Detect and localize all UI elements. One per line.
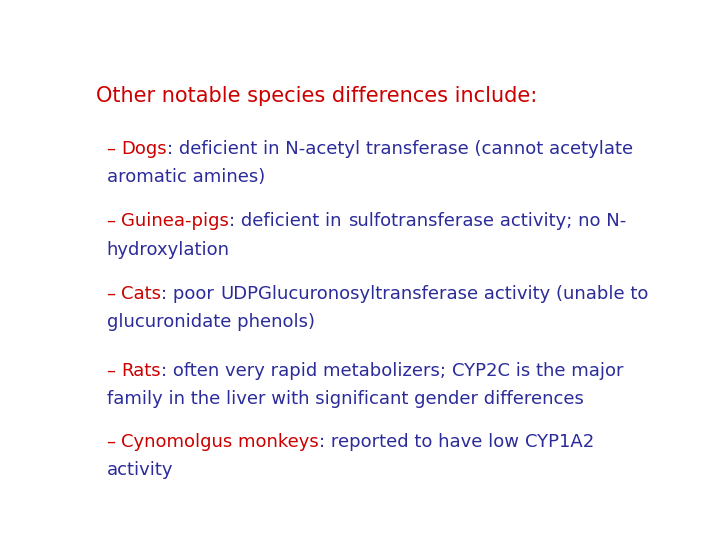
Text: aromatic amines): aromatic amines): [107, 168, 265, 186]
Text: : often very rapid metabolizers;: : often very rapid metabolizers;: [161, 362, 452, 380]
Text: activity (unable to: activity (unable to: [478, 285, 649, 303]
Text: CYP2C: CYP2C: [452, 362, 510, 380]
Text: : poor: : poor: [161, 285, 220, 303]
Text: is the major: is the major: [510, 362, 624, 380]
Text: activity: activity: [107, 461, 174, 479]
Text: –: –: [107, 212, 122, 231]
Text: family in the liver with significant gender differences: family in the liver with significant gen…: [107, 390, 584, 408]
Text: –: –: [107, 433, 122, 451]
Text: glucuronidate phenols): glucuronidate phenols): [107, 313, 315, 332]
Text: CYP1A2: CYP1A2: [525, 433, 594, 451]
Text: : reported to have low: : reported to have low: [319, 433, 525, 451]
Text: Guinea-pigs: Guinea-pigs: [122, 212, 230, 231]
Text: Dogs: Dogs: [122, 140, 167, 158]
Text: hydroxylation: hydroxylation: [107, 241, 230, 259]
Text: : deficient in N-acetyl transferase (cannot acetylate: : deficient in N-acetyl transferase (can…: [167, 140, 634, 158]
Text: Cynomolgus monkeys: Cynomolgus monkeys: [122, 433, 319, 451]
Text: Other notable species differences include:: Other notable species differences includ…: [96, 85, 537, 106]
Text: Cats: Cats: [122, 285, 161, 303]
Text: –: –: [107, 285, 122, 303]
Text: : deficient in: : deficient in: [230, 212, 348, 231]
Text: sulfotransferase: sulfotransferase: [348, 212, 494, 231]
Text: –: –: [107, 140, 122, 158]
Text: –: –: [107, 362, 122, 380]
Text: UDPGlucuronosyltransferase: UDPGlucuronosyltransferase: [220, 285, 478, 303]
Text: activity; no N-: activity; no N-: [494, 212, 626, 231]
Text: Rats: Rats: [122, 362, 161, 380]
